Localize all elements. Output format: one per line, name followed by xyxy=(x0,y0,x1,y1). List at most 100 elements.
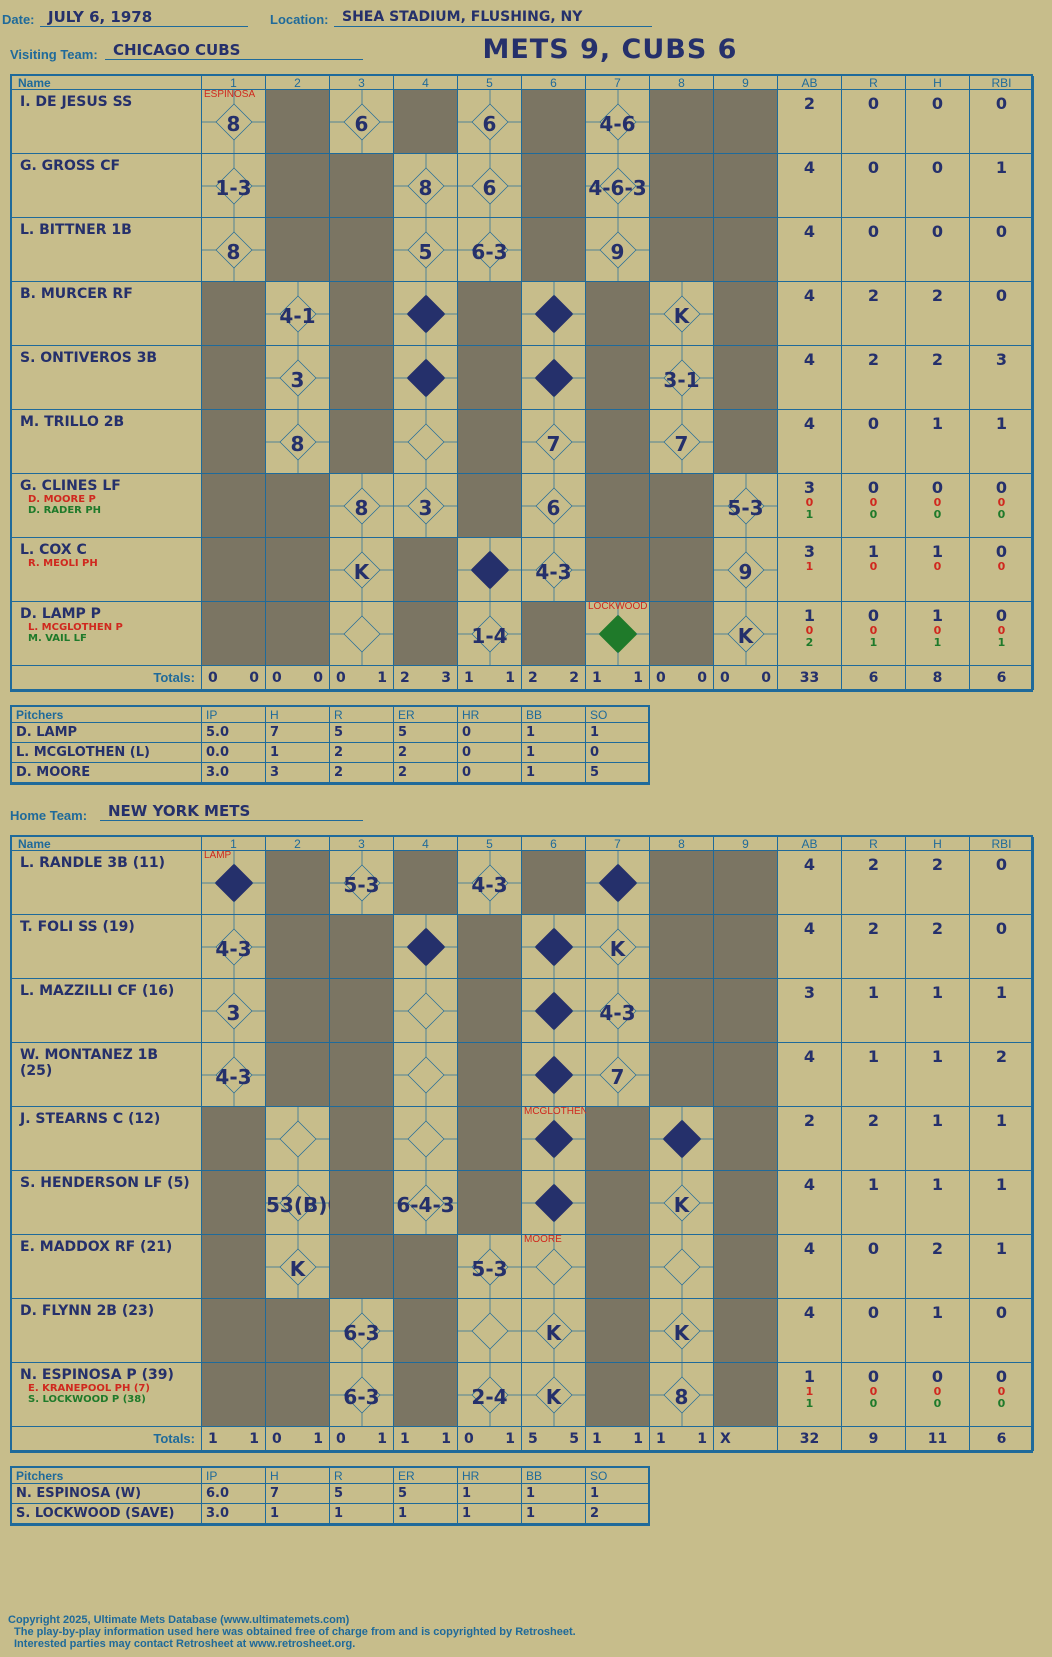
inning-cell: K xyxy=(650,1171,714,1235)
inning-cell: 6-4-3 xyxy=(394,1171,458,1235)
inning-cell: 8 ESPINOSA xyxy=(202,89,266,154)
pitching-stat: 2 xyxy=(330,743,394,763)
inning-cell xyxy=(714,1043,778,1107)
inning-cell xyxy=(266,1299,330,1363)
inning-cell xyxy=(522,346,586,410)
pitching-stat: 5 xyxy=(394,1484,458,1504)
base-diamond-icon xyxy=(522,1107,585,1170)
team-stat-total: 9 xyxy=(842,1427,906,1451)
inning-cell xyxy=(522,979,586,1043)
pitching-stat: 6.0 xyxy=(202,1484,266,1504)
inning-runs: 0 xyxy=(720,670,730,686)
player-stat: 4 xyxy=(778,1043,842,1107)
play-result: 8 xyxy=(226,112,241,136)
substitute-stat-value: 0 xyxy=(869,1397,878,1410)
base-diamond-icon xyxy=(522,1171,585,1234)
visitors-scorecard: Name 1 2 3 4 5 6 7 8 9 AB R H RBI I. DE JESUS SS 8 ESPIN… xyxy=(10,74,1034,692)
base-diamond-icon xyxy=(394,154,457,217)
pitching-header: HR xyxy=(458,707,522,723)
inning-cell: 6-3 xyxy=(330,1299,394,1363)
inning-cell xyxy=(650,474,714,538)
player-stat: 3 xyxy=(778,979,842,1043)
player-stat: 1 xyxy=(970,1107,1034,1171)
play-result: 3-1 xyxy=(663,368,700,392)
player-name: G. GROSS CF xyxy=(20,158,121,174)
player-stat: 2 xyxy=(778,90,842,154)
base-diamond-icon xyxy=(458,1363,521,1426)
base-diamond-icon xyxy=(330,474,393,537)
stat-value: 0 xyxy=(867,414,880,433)
inning-cell xyxy=(714,1299,778,1363)
stat-value: 2 xyxy=(867,350,880,369)
inning-cell xyxy=(266,1363,330,1427)
player-stat: 0 xyxy=(842,1235,906,1299)
stat-value: 1 xyxy=(867,542,880,561)
inning-cell xyxy=(714,1363,778,1427)
base-diamond-icon xyxy=(458,851,521,914)
inning-cell xyxy=(586,538,650,602)
stat-value: 0 xyxy=(867,606,880,625)
inning-cell xyxy=(330,1043,394,1107)
player-name-cell: B. MURCER RF xyxy=(12,282,202,346)
inning-hits: 1 xyxy=(633,670,643,686)
base-diamond-icon xyxy=(394,410,457,473)
stat-value: 1 xyxy=(995,983,1008,1002)
player-name-cell: D. FLYNN 2B (23) xyxy=(12,1299,202,1363)
inning-cell xyxy=(330,282,394,346)
inning-cell xyxy=(202,1299,266,1363)
stat-value: 2 xyxy=(867,855,880,874)
base-diamond-icon xyxy=(266,282,329,345)
player-name-cell: J. STEARNS C (12) xyxy=(12,1107,202,1171)
column-header-stat: H xyxy=(906,837,970,851)
play-result: K xyxy=(673,1321,690,1345)
base-diamond-icon xyxy=(522,410,585,473)
stat-value: 2 xyxy=(867,1111,880,1130)
inning-cell xyxy=(586,1235,650,1299)
substitute-stat-value: 0 xyxy=(997,1385,1006,1398)
footer-line-1: Copyright 2025, Ultimate Mets Database (… xyxy=(8,1614,350,1626)
pitching-header: R xyxy=(330,1468,394,1484)
stat-value: 4 xyxy=(803,1303,816,1322)
inning-hits: 1 xyxy=(249,1431,259,1447)
inning-cell xyxy=(202,474,266,538)
team-stat-total: 32 xyxy=(778,1427,842,1451)
substitute-stat-value: 0 xyxy=(869,560,878,573)
pitcher-name: L. MCGLOTHEN (L) xyxy=(12,743,202,763)
inning-runs: 5 xyxy=(528,1431,538,1447)
substitute-name: D. MOORE P xyxy=(28,494,96,505)
inning-cell xyxy=(714,282,778,346)
inning-cell: K xyxy=(650,1299,714,1363)
inning-cell xyxy=(394,979,458,1043)
base-diamond-icon xyxy=(330,538,393,601)
pitching-stat: 1 xyxy=(522,763,586,783)
inning-cell xyxy=(714,90,778,154)
inning-cell xyxy=(330,602,394,666)
inning-cell xyxy=(202,410,266,474)
inning-cell: 4-3 xyxy=(522,538,586,602)
play-result: 2-4 xyxy=(471,1385,508,1409)
inning-cell xyxy=(202,538,266,602)
base-diamond-icon xyxy=(330,1363,393,1426)
stat-value: 0 xyxy=(867,158,880,177)
stat-value: 1 xyxy=(995,1111,1008,1130)
stat-value: 0 xyxy=(867,1239,880,1258)
play-result: 4-6 xyxy=(599,112,636,136)
player-stat: 1 xyxy=(970,410,1034,474)
play-result: 6 xyxy=(482,112,497,136)
inning-cell: 5-3 xyxy=(714,474,778,538)
inning-cell: 5-3 xyxy=(458,1235,522,1299)
pitching-stat: 1 xyxy=(458,1504,522,1524)
player-stat: 1 xyxy=(970,1171,1034,1235)
player-name-cell: E. MADDOX RF (21) xyxy=(12,1235,202,1299)
inning-cell xyxy=(586,851,650,915)
player-stat: 1 xyxy=(842,979,906,1043)
column-header-inning: 8 xyxy=(650,76,714,90)
stat-value: 1 xyxy=(803,1367,816,1386)
player-name: I. DE JESUS SS xyxy=(20,94,133,110)
pitching-stat: 2 xyxy=(330,763,394,783)
base-diamond-icon xyxy=(266,346,329,409)
base-diamond-icon xyxy=(202,851,265,914)
